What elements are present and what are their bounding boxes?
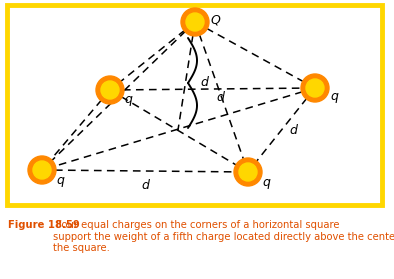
Circle shape xyxy=(96,76,124,104)
Circle shape xyxy=(301,74,329,102)
Text: d: d xyxy=(141,179,149,192)
Circle shape xyxy=(306,79,324,97)
Circle shape xyxy=(28,156,56,184)
Text: d: d xyxy=(200,76,208,90)
Circle shape xyxy=(101,81,119,99)
Circle shape xyxy=(33,161,51,179)
Text: Figure 18.59: Figure 18.59 xyxy=(8,220,80,230)
Text: q: q xyxy=(330,90,338,103)
Text: Q: Q xyxy=(210,13,220,27)
Circle shape xyxy=(186,13,204,31)
Text: q: q xyxy=(124,93,132,106)
Text: d: d xyxy=(217,91,225,104)
Circle shape xyxy=(239,163,257,181)
Text: q: q xyxy=(56,174,64,187)
Circle shape xyxy=(181,8,209,36)
Text: q: q xyxy=(262,176,270,189)
Bar xyxy=(7,5,382,205)
Text: Four equal charges on the corners of a horizontal square
support the weight of a: Four equal charges on the corners of a h… xyxy=(53,220,394,253)
Circle shape xyxy=(234,158,262,186)
Text: d: d xyxy=(290,124,297,136)
